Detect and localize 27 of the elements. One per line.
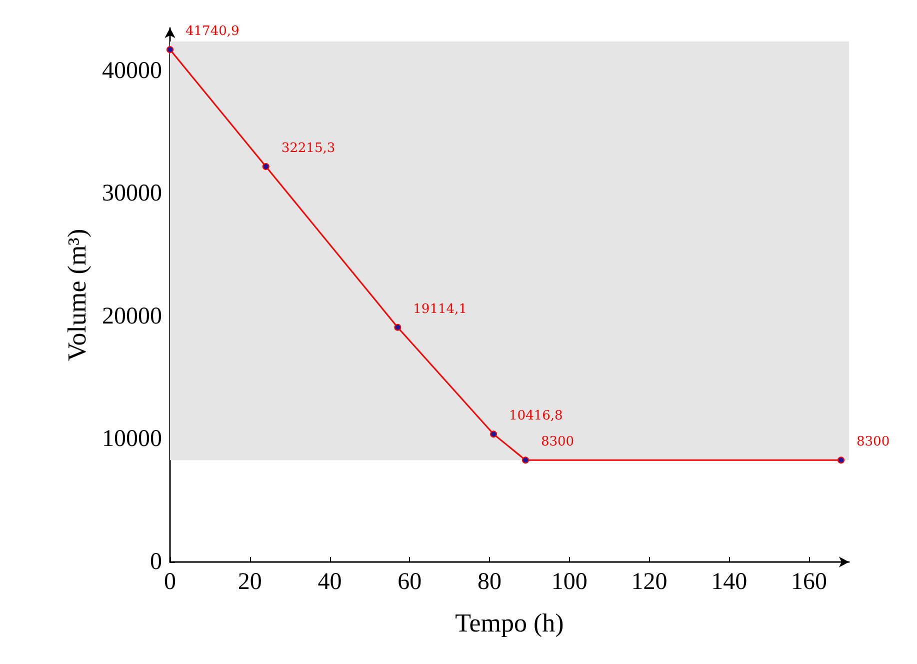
x-tick-label: 120: [631, 569, 668, 595]
x-axis-title: Tempo (h): [455, 608, 564, 638]
x-tick-label: 40: [318, 569, 342, 595]
y-axis-title: Volume (m³): [62, 228, 92, 362]
data-label: 32215,3: [281, 141, 336, 156]
x-tick-label: 100: [551, 569, 588, 595]
data-label: 8300: [856, 434, 890, 450]
data-label: 10416,8: [509, 408, 563, 424]
x-tick-label: 20: [238, 569, 262, 595]
point: [166, 46, 174, 54]
x-tick-label: 140: [711, 569, 748, 595]
x-tick-label: 80: [478, 569, 502, 595]
data-label: 8300: [540, 434, 574, 450]
data-label: 41740,9: [186, 24, 240, 40]
point: [838, 456, 845, 464]
x-tick-label: 60: [398, 569, 422, 595]
x-tick-label: 160: [791, 569, 828, 595]
point: [490, 430, 498, 438]
data-label: 19114,1: [413, 302, 467, 317]
point: [394, 324, 402, 331]
y-tick-label: 40000: [102, 58, 162, 84]
point: [522, 456, 529, 464]
point: [262, 163, 270, 170]
y-tick-label: 0: [150, 549, 162, 575]
y-tick-label: 10000: [102, 426, 162, 452]
y-tick-label: 30000: [102, 180, 162, 207]
y-tick-label: 20000: [102, 303, 162, 330]
